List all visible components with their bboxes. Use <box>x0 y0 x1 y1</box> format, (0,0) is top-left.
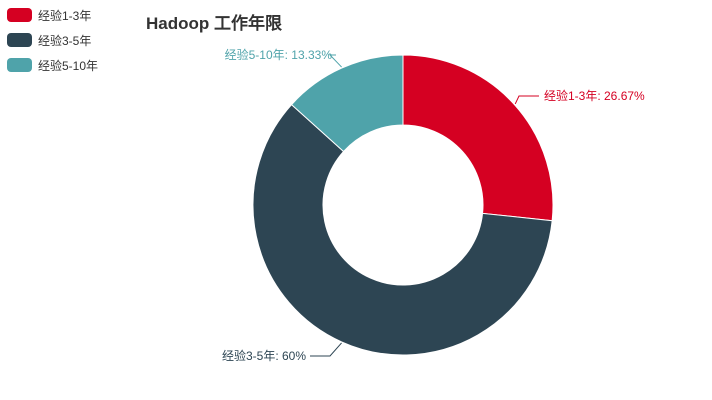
chart-legend: 经验1-3年 经验3-5年 经验5-10年 <box>7 7 98 82</box>
chart-title: Hadoop 工作年限 <box>146 14 282 33</box>
leader-line-3 <box>328 54 342 68</box>
donut-slice-3[interactable] <box>290 54 404 153</box>
slice-label-3: 经验5-10年: 13.33% <box>225 47 333 62</box>
legend-label-3-5: 经验3-5年 <box>38 33 92 48</box>
legend-swatch-1-3 <box>7 8 32 22</box>
legend-label-1-3: 经验1-3年 <box>38 8 92 23</box>
legend-swatch-5-10 <box>7 58 32 72</box>
legend-item-3-5[interactable]: 经验3-5年 <box>7 32 98 48</box>
donut-slice-2[interactable] <box>252 103 553 356</box>
legend-item-1-3[interactable]: 经验1-3年 <box>7 7 98 23</box>
legend-swatch-3-5 <box>7 33 32 47</box>
leader-line-1 <box>514 95 539 105</box>
leader-line-2 <box>310 342 342 357</box>
donut-slice-1[interactable] <box>402 54 554 222</box>
legend-item-5-10[interactable]: 经验5-10年 <box>7 57 98 73</box>
legend-label-5-10: 经验5-10年 <box>38 58 99 73</box>
slice-label-2: 经验3-5年: 60% <box>222 348 306 363</box>
slice-label-1: 经验1-3年: 26.67% <box>544 88 645 103</box>
